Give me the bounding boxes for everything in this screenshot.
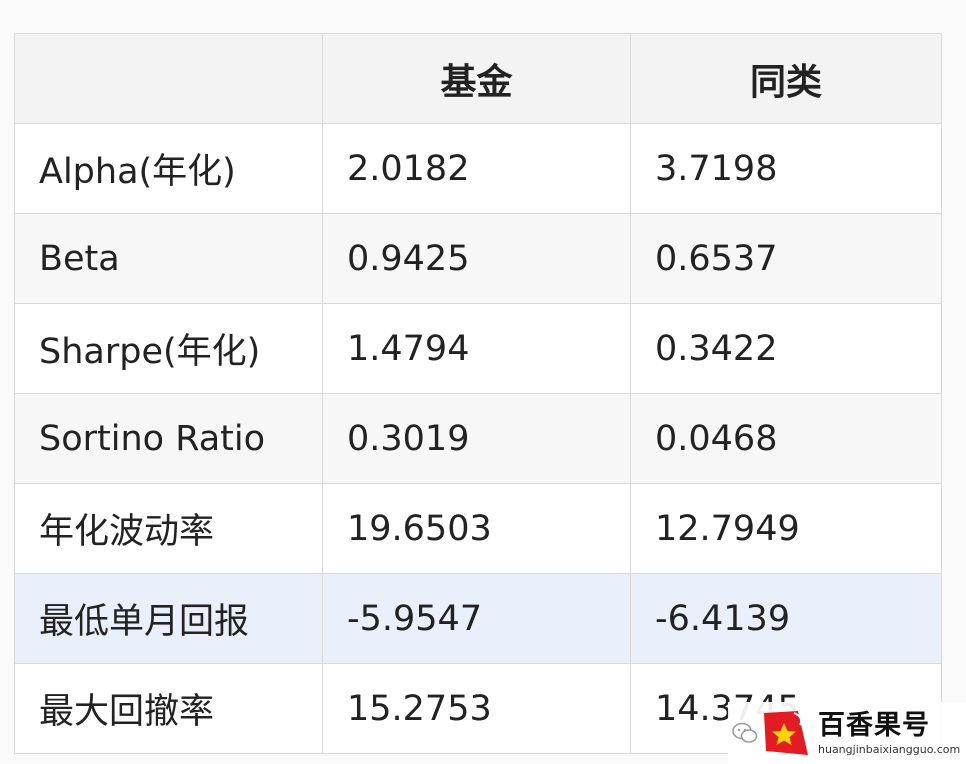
header-fund: 基金	[322, 33, 631, 124]
header-peer: 同类	[630, 33, 942, 124]
watermark: 百香果号 huangjinbaixiangguo.com	[728, 702, 966, 764]
watermark-url: huangjinbaixiangguo.com	[818, 742, 961, 756]
peer-value: 0.0468	[630, 393, 942, 484]
table-row: Beta 0.9425 0.6537	[14, 213, 942, 304]
fund-value: 15.2753	[322, 663, 631, 754]
table-header-row: 基金 同类	[14, 33, 942, 124]
table-row: Sharpe(年化) 1.4794 0.3422	[14, 303, 942, 394]
watermark-title: 百香果号	[818, 709, 930, 741]
table-row: 最低单月回报 -5.9547 -6.4139	[14, 573, 942, 664]
metric-name: 年化波动率	[14, 483, 323, 574]
wechat-icon	[732, 722, 758, 744]
fund-value: 2.0182	[322, 123, 631, 214]
peer-value: 0.6537	[630, 213, 942, 304]
watermark-text: 百香果号 huangjinbaixiangguo.com	[818, 712, 960, 755]
peer-value: 0.3422	[630, 303, 942, 394]
fund-value: 1.4794	[322, 303, 631, 394]
peer-value: -6.4139	[630, 573, 942, 664]
metric-name: Beta	[14, 213, 323, 304]
header-metric	[14, 33, 323, 124]
peer-value: 12.7949	[630, 483, 942, 574]
star-logo	[764, 711, 808, 755]
table-row: 年化波动率 19.6503 12.7949	[14, 483, 942, 574]
fund-value: 19.6503	[322, 483, 631, 574]
metric-name: 最低单月回报	[14, 573, 323, 664]
metric-name: 最大回撤率	[14, 663, 323, 754]
table-row: Alpha(年化) 2.0182 3.7198	[14, 123, 942, 214]
fund-metrics-table: 基金 同类 Alpha(年化) 2.0182 3.7198 Beta 0.942…	[14, 33, 942, 754]
peer-value: 3.7198	[630, 123, 942, 214]
metric-name: Sortino Ratio	[14, 393, 323, 484]
metric-name: Sharpe(年化)	[14, 303, 323, 394]
table-row: Sortino Ratio 0.3019 0.0468	[14, 393, 942, 484]
metric-name: Alpha(年化)	[14, 123, 323, 214]
fund-value: 0.3019	[322, 393, 631, 484]
fund-value: 0.9425	[322, 213, 631, 304]
fund-value: -5.9547	[322, 573, 631, 664]
